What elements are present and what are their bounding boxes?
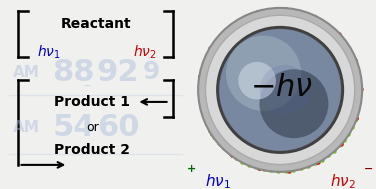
Text: AM: AM xyxy=(12,120,39,135)
Text: Product 1: Product 1 xyxy=(54,95,130,109)
Text: $-h\nu$: $-h\nu$ xyxy=(250,72,314,103)
Circle shape xyxy=(217,27,343,153)
Text: –: – xyxy=(83,80,90,94)
Text: or: or xyxy=(86,121,99,134)
Circle shape xyxy=(206,15,355,164)
Text: 60: 60 xyxy=(97,113,139,142)
Circle shape xyxy=(198,8,362,172)
Text: $h\nu_2$: $h\nu_2$ xyxy=(133,43,156,61)
Text: +: + xyxy=(187,164,196,174)
Circle shape xyxy=(238,62,276,99)
Text: 88: 88 xyxy=(53,58,95,87)
Text: 92: 92 xyxy=(97,58,139,87)
Circle shape xyxy=(260,65,310,115)
Text: Reactant: Reactant xyxy=(61,17,131,31)
Text: $h\nu_1$: $h\nu_1$ xyxy=(37,43,61,61)
Text: $h\nu_1$: $h\nu_1$ xyxy=(205,173,230,189)
Text: −: − xyxy=(364,164,373,174)
Text: 54: 54 xyxy=(53,113,95,142)
Text: –: – xyxy=(83,139,90,153)
Text: Product 2: Product 2 xyxy=(54,143,130,157)
Circle shape xyxy=(226,36,301,111)
Text: $h\nu_2$: $h\nu_2$ xyxy=(330,173,356,189)
Text: 9: 9 xyxy=(143,60,160,84)
Text: AM: AM xyxy=(12,65,39,80)
Circle shape xyxy=(259,69,328,138)
Circle shape xyxy=(219,29,341,151)
